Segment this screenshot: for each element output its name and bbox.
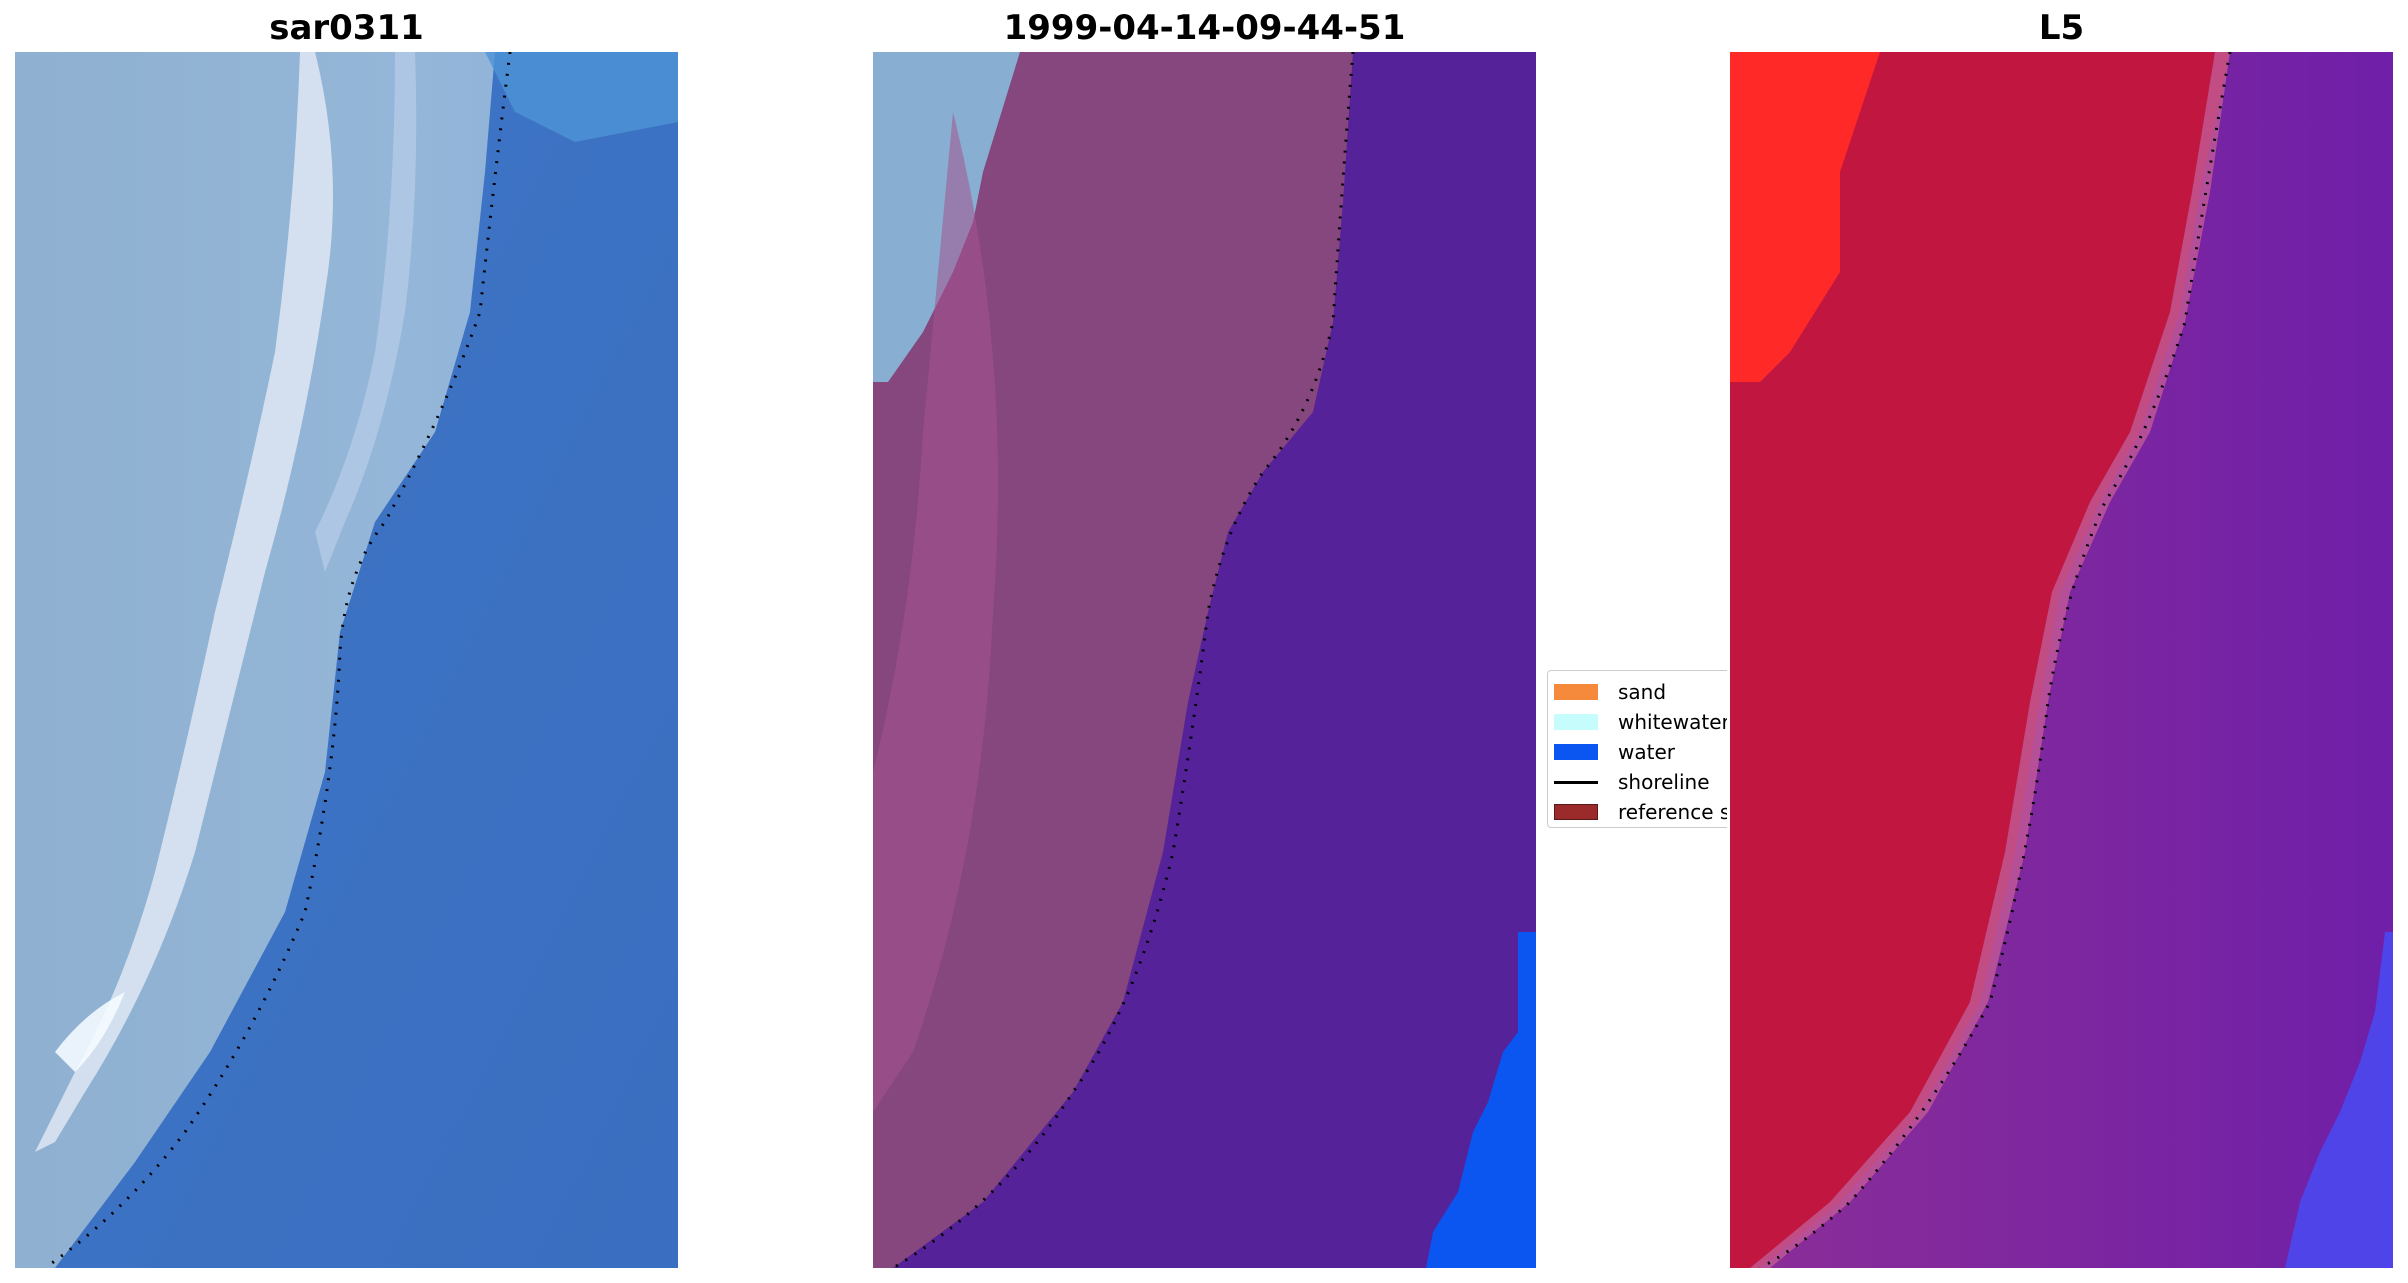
water-class — [893, 52, 1536, 1268]
classified-image-panel — [873, 52, 1536, 1268]
shoreline-line-swatch — [1554, 780, 1598, 784]
legend-label-shoreline: shoreline — [1618, 770, 1710, 794]
legend-item-water: water — [1548, 737, 1727, 767]
whitewater-swatch — [1554, 714, 1598, 730]
index-image-panel — [1730, 52, 2393, 1268]
shoreline-rgb — [44, 52, 512, 1268]
water-swatch — [1554, 744, 1598, 760]
reference-swatch — [1554, 804, 1598, 820]
legend: sand whitewater water shoreline referenc… — [1547, 670, 1727, 828]
sand-swatch — [1554, 684, 1598, 700]
rgb-image — [15, 52, 678, 1268]
blue-index — [2285, 932, 2393, 1268]
pink-band — [873, 112, 998, 1112]
classified-image — [873, 52, 1536, 1268]
water-index — [1760, 52, 2393, 1268]
panel-title-index: L5 — [2038, 8, 2085, 48]
legend-label-water: water — [1618, 740, 1675, 764]
bright-water — [485, 52, 678, 142]
rgb-image-panel — [15, 52, 678, 1268]
shoreline-classified — [892, 52, 1355, 1268]
whitewater-band — [35, 52, 333, 1152]
legend-label-whitewater: whitewater — [1618, 710, 1727, 734]
legend-item-sand: sand — [1548, 677, 1727, 707]
legend-label-reference: reference s — [1618, 800, 1727, 824]
legend-label-sand: sand — [1618, 680, 1667, 704]
legend-item-reference: reference s — [1548, 797, 1727, 827]
panel-title-rgb: sar0311 — [269, 8, 424, 48]
bright-land-index — [1730, 52, 1880, 382]
foam-patch — [55, 992, 125, 1072]
legend-item-whitewater: whitewater — [1548, 707, 1727, 737]
panel-title-classified: 1999-04-14-09-44-51 — [1003, 8, 1406, 48]
legend-item-shoreline: shoreline — [1548, 767, 1727, 797]
inner-surf — [315, 52, 417, 572]
index-image — [1730, 52, 2393, 1268]
water-area — [55, 52, 678, 1268]
bright-water-class — [1426, 932, 1536, 1268]
